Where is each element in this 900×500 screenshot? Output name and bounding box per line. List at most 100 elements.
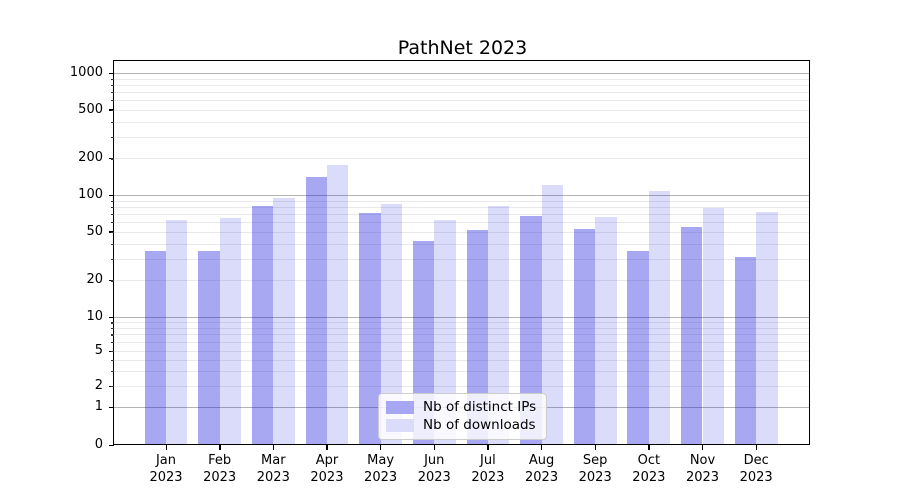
x-tick-label: Aug 2023 xyxy=(525,453,559,485)
bar-downloads-sep xyxy=(595,217,617,445)
legend-label-distinct-ips: Nb of distinct IPs xyxy=(423,398,537,415)
gridline-minor xyxy=(114,231,810,233)
x-tick-label: Jul 2023 xyxy=(471,453,505,485)
gridline-minor xyxy=(114,359,810,361)
y-tick-minor xyxy=(111,100,114,102)
gridline-minor xyxy=(114,258,810,260)
y-tick-label: 500 xyxy=(78,101,103,117)
y-tick-label: 20 xyxy=(86,272,103,288)
y-tick-minor xyxy=(111,386,114,388)
bar-distinct-ips-oct xyxy=(627,250,649,445)
y-tick-minor xyxy=(111,109,114,112)
x-tick-label: Apr 2023 xyxy=(310,453,344,485)
gridline-minor xyxy=(114,280,810,282)
gridline-minor xyxy=(114,370,810,372)
legend-swatch-distinct-ips xyxy=(386,400,414,414)
x-tick xyxy=(487,445,489,450)
gridline-minor xyxy=(114,100,810,102)
bar-distinct-ips-aug xyxy=(520,216,542,445)
y-tick xyxy=(108,72,114,74)
bar-downloads-jul xyxy=(487,206,510,445)
legend: Nb of distinct IPs Nb of downloads xyxy=(378,393,547,440)
x-tick xyxy=(541,445,543,450)
y-tick-minor xyxy=(111,243,114,245)
gridline-minor xyxy=(114,91,810,93)
y-tick xyxy=(108,194,114,196)
gridline-minor xyxy=(114,243,810,245)
x-tick xyxy=(219,445,221,450)
y-tick-minor xyxy=(111,206,114,209)
y-tick-minor xyxy=(111,84,114,87)
gridline-major xyxy=(114,317,810,319)
legend-item-downloads: Nb of downloads xyxy=(386,417,538,434)
bar-distinct-ips-apr xyxy=(305,177,327,445)
gridline-minor xyxy=(114,222,810,224)
gridline-minor xyxy=(114,342,810,344)
y-tick-minor xyxy=(111,342,114,344)
x-tick xyxy=(702,445,704,450)
x-tick-label: Oct 2023 xyxy=(632,453,666,485)
gridline-minor xyxy=(114,158,810,160)
y-tick-label: 0 xyxy=(94,437,103,452)
x-tick xyxy=(594,445,597,450)
y-tick-label: 2 xyxy=(94,378,103,393)
bar-distinct-ips-jan xyxy=(144,250,166,445)
x-tick-label: Dec 2023 xyxy=(739,453,773,485)
bar-downloads-feb xyxy=(219,217,242,445)
legend-item-distinct-ips: Nb of distinct IPs xyxy=(386,399,538,416)
gridline-minor xyxy=(114,334,810,336)
bar-distinct-ips-dec xyxy=(734,257,757,445)
y-tick-minor xyxy=(111,351,114,353)
bar-downloads-jan xyxy=(166,220,188,445)
y-tick-minor xyxy=(111,91,114,94)
y-tick-minor xyxy=(111,359,114,361)
x-tick-label: May 2023 xyxy=(364,453,398,485)
bar-distinct-ips-feb xyxy=(198,250,220,445)
x-tick-label: Jan 2023 xyxy=(149,453,183,485)
y-tick-minor xyxy=(111,258,114,261)
y-tick-label: 10 xyxy=(86,309,103,324)
gridline-minor xyxy=(114,213,810,215)
x-tick-label: Feb 2023 xyxy=(203,453,237,485)
y-tick-label: 100 xyxy=(78,187,103,202)
bar-downloads-oct xyxy=(648,190,671,445)
bar-downloads-apr xyxy=(326,165,349,445)
x-tick xyxy=(433,445,436,450)
y-tick-minor xyxy=(111,222,114,224)
gridline-minor xyxy=(114,78,810,80)
y-tick-minor xyxy=(111,231,114,234)
y-tick-label: 1000 xyxy=(69,65,103,80)
gridline-minor xyxy=(114,109,810,111)
y-tick xyxy=(108,444,114,446)
gridline-minor xyxy=(114,121,810,123)
legend-label-downloads: Nb of downloads xyxy=(423,417,536,434)
x-tick xyxy=(648,445,650,450)
x-tick xyxy=(380,445,382,450)
x-tick-label: Sep 2023 xyxy=(578,453,612,485)
bar-distinct-ips-sep xyxy=(573,228,596,445)
y-tick-minor xyxy=(111,200,114,202)
y-tick-minor xyxy=(111,136,114,139)
gridline-major xyxy=(114,73,810,75)
gridline-minor xyxy=(114,327,810,329)
y-tick-minor xyxy=(111,121,114,123)
y-tick-label: 1 xyxy=(94,399,103,414)
y-tick-minor xyxy=(111,280,114,282)
legend-swatch-downloads xyxy=(386,419,414,433)
y-tick-minor xyxy=(111,158,114,160)
x-tick xyxy=(165,445,167,450)
bar-distinct-ips-jul xyxy=(466,229,488,445)
gridline-minor xyxy=(114,351,810,352)
y-tick-minor xyxy=(111,213,114,216)
gridline-minor xyxy=(114,200,810,202)
bar-downloads-dec xyxy=(756,211,778,445)
y-tick-label: 50 xyxy=(86,223,103,239)
y-tick-minor xyxy=(111,370,114,372)
gridline-minor xyxy=(114,206,810,208)
bar-downloads-aug xyxy=(541,184,563,445)
x-tick xyxy=(326,445,328,450)
gridline-major xyxy=(114,195,810,197)
gridline-minor xyxy=(114,84,810,86)
bar-downloads-jun xyxy=(434,220,456,445)
